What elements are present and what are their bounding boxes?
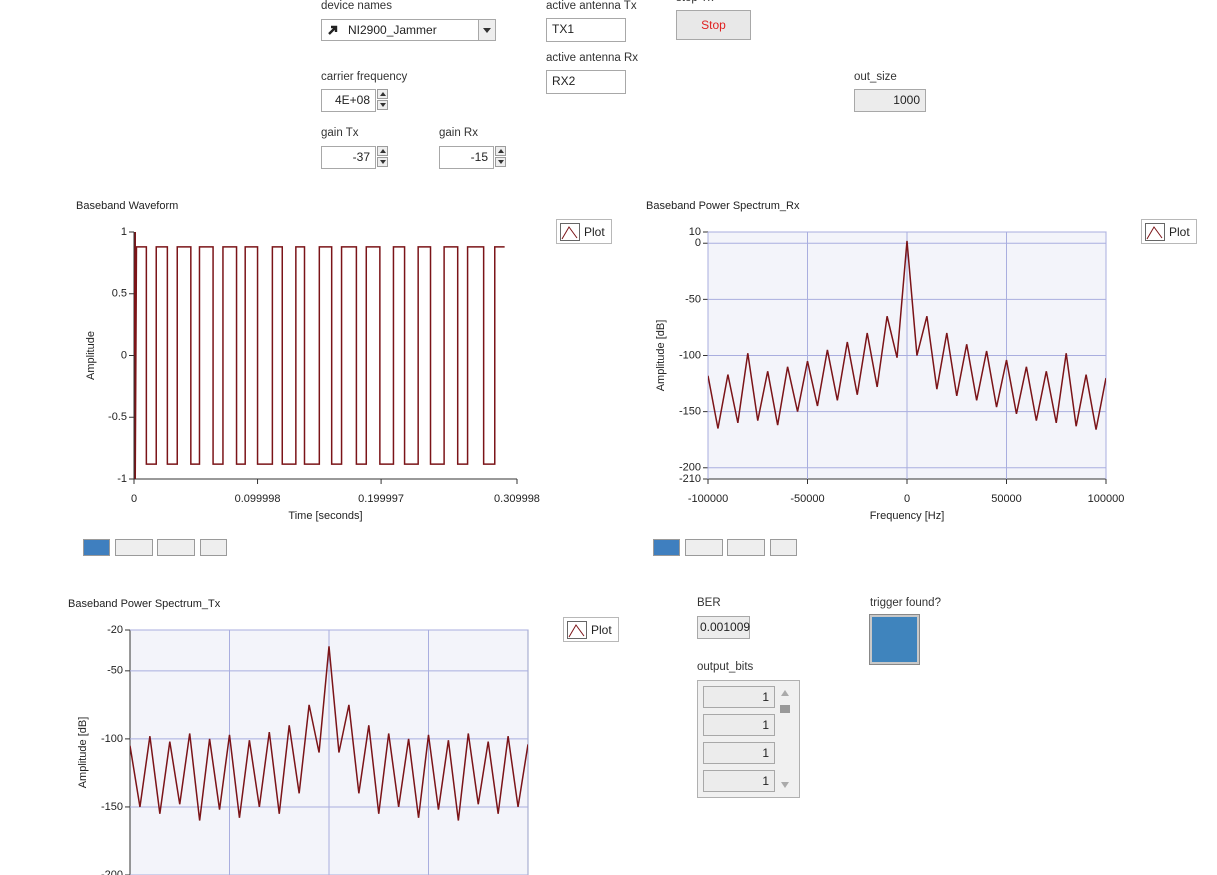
stop-button[interactable]: Stop bbox=[676, 10, 751, 40]
y-tick-label: -20 bbox=[107, 624, 123, 636]
y-tick-label: -150 bbox=[101, 801, 123, 813]
led-indicator bbox=[869, 614, 920, 665]
label: out_size bbox=[854, 71, 897, 83]
label: stop Tx bbox=[676, 0, 714, 4]
label: device names bbox=[321, 0, 392, 12]
y-axis-label: Amplitude bbox=[85, 331, 97, 380]
label: output_bits bbox=[697, 661, 754, 673]
spinner[interactable] bbox=[495, 146, 507, 168]
numeric-input[interactable]: 4E+08 bbox=[321, 89, 376, 112]
pan-tool[interactable] bbox=[157, 539, 195, 556]
device-dropdown[interactable]: NI2900_Jammer bbox=[321, 19, 496, 41]
x-tick-label: -100000 bbox=[688, 493, 728, 505]
y-axis-label: Amplitude [dB] bbox=[77, 717, 89, 789]
label: trigger found? bbox=[870, 597, 941, 609]
plot-legend[interactable]: Plot bbox=[556, 219, 612, 244]
numeric-input[interactable]: -15 bbox=[439, 146, 494, 169]
y-tick-label: -50 bbox=[107, 665, 123, 677]
x-axis-label: Time [seconds] bbox=[288, 510, 362, 522]
plot-legend[interactable]: Plot bbox=[563, 617, 619, 642]
y-tick-label: -210 bbox=[679, 473, 701, 485]
y-tick-label: -0.5 bbox=[108, 411, 127, 423]
plot-line bbox=[708, 240, 1106, 430]
y-tick-label: 1 bbox=[121, 226, 127, 238]
array-element: 1 bbox=[703, 770, 775, 792]
array-indicator: 1 1 1 1 bbox=[697, 680, 800, 798]
scale-tool[interactable] bbox=[200, 539, 227, 556]
zoom-tool[interactable] bbox=[115, 539, 153, 556]
scale-tool[interactable] bbox=[770, 539, 797, 556]
y-tick-label: 0.5 bbox=[112, 288, 127, 300]
graph-title: Baseband Power Spectrum_Rx bbox=[646, 200, 800, 212]
label: active antenna Rx bbox=[546, 52, 639, 64]
plot-area bbox=[134, 232, 517, 479]
y-tick-label: -200 bbox=[101, 869, 123, 875]
array-element: 1 bbox=[703, 714, 775, 736]
numeric-indicator: 1000 bbox=[854, 89, 926, 112]
x-tick-label: 50000 bbox=[991, 493, 1022, 505]
y-tick-label: -100 bbox=[101, 733, 123, 745]
x-tick-label: 0 bbox=[904, 493, 910, 505]
text-input[interactable]: TX1 bbox=[546, 18, 626, 42]
x-tick-label: 100000 bbox=[1088, 493, 1125, 505]
y-tick-label: 0 bbox=[121, 349, 127, 361]
plot-area bbox=[129, 629, 529, 875]
text-input[interactable]: RX2 bbox=[546, 70, 626, 94]
label: active antenna Tx bbox=[546, 0, 637, 12]
spinner[interactable] bbox=[377, 146, 389, 168]
y-tick-label: 10 bbox=[689, 226, 701, 238]
x-tick-label: -50000 bbox=[790, 493, 824, 505]
legend-label: Plot bbox=[591, 623, 612, 637]
value: NI2900_Jammer bbox=[348, 23, 437, 37]
numeric-input[interactable]: -37 bbox=[321, 146, 376, 169]
y-tick-label: -50 bbox=[685, 293, 701, 305]
dropdown-arrow[interactable] bbox=[478, 20, 495, 40]
y-tick-label: -100 bbox=[679, 349, 701, 361]
y-tick-label: -200 bbox=[679, 462, 701, 474]
pan-tool[interactable] bbox=[727, 539, 765, 556]
y-tick-label: -1 bbox=[117, 473, 127, 485]
browse-icon bbox=[328, 25, 338, 35]
legend-label: Plot bbox=[1169, 225, 1190, 239]
y-axis-label: Amplitude [dB] bbox=[655, 320, 667, 392]
cursor-tool[interactable] bbox=[83, 539, 110, 556]
x-tick-label: 0.099998 bbox=[235, 493, 281, 505]
scrollbar[interactable] bbox=[778, 685, 792, 793]
label: BER bbox=[697, 597, 721, 609]
label: carrier frequency bbox=[321, 71, 408, 83]
array-element: 1 bbox=[703, 686, 775, 708]
graph-title: Baseband Power Spectrum_Tx bbox=[68, 598, 221, 610]
x-tick-label: 0 bbox=[131, 493, 137, 505]
plot-line bbox=[130, 646, 528, 821]
legend-label: Plot bbox=[584, 225, 605, 239]
numeric-indicator: 0.001009 bbox=[697, 616, 750, 639]
x-tick-label: 0.199997 bbox=[358, 493, 404, 505]
plot-line bbox=[134, 232, 505, 479]
zoom-tool[interactable] bbox=[685, 539, 723, 556]
y-tick-label: 0 bbox=[695, 237, 701, 249]
x-axis-label: Frequency [Hz] bbox=[870, 510, 945, 522]
spinner[interactable] bbox=[377, 89, 389, 111]
graph-title: Baseband Waveform bbox=[76, 200, 178, 212]
y-tick-label: -150 bbox=[679, 406, 701, 418]
cursor-tool[interactable] bbox=[653, 539, 680, 556]
x-tick-label: 0.309998 bbox=[494, 493, 540, 505]
label: gain Tx bbox=[321, 127, 359, 139]
array-element: 1 bbox=[703, 742, 775, 764]
label: gain Rx bbox=[439, 127, 478, 139]
plot-legend[interactable]: Plot bbox=[1141, 219, 1197, 244]
plot-area bbox=[707, 231, 1107, 480]
